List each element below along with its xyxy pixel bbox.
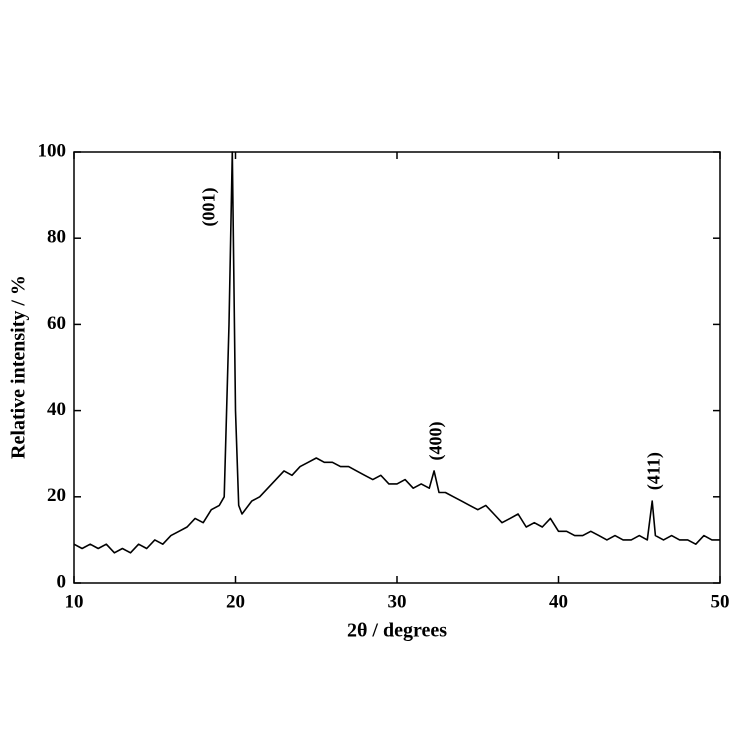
x-tick-label: 10: [65, 591, 84, 612]
y-axis-label: Relative intensity / %: [8, 275, 30, 459]
peak-annotation: (411): [643, 452, 664, 490]
data-line: [73, 151, 720, 554]
y-tick-label: 80: [47, 227, 66, 248]
x-tick-label: 20: [226, 591, 245, 612]
y-tick-label: 0: [57, 571, 67, 592]
x-tick-label: 30: [388, 591, 407, 612]
y-tick-label: 60: [47, 313, 66, 334]
y-tick-label: 20: [47, 485, 66, 506]
y-tick-label: 100: [38, 140, 67, 161]
x-tick-label: 40: [549, 591, 568, 612]
x-tick-label: 50: [711, 591, 730, 612]
x-axis-label: 2θ / degrees: [347, 620, 447, 642]
peak-annotation: (001): [198, 188, 219, 227]
plot-frame: [73, 151, 721, 584]
peak-annotation: (400): [425, 421, 446, 460]
y-tick-label: 40: [47, 399, 66, 420]
